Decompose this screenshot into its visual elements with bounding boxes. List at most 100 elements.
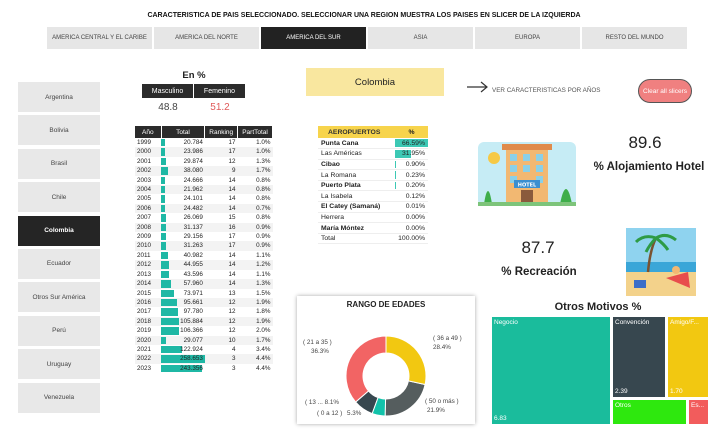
country-item[interactable]: Ecuador — [18, 248, 100, 279]
total-bar — [161, 186, 165, 194]
country-item[interactable]: Uruguay — [18, 349, 100, 380]
country-item[interactable]: Brasil — [18, 148, 100, 179]
total-value: 26.069 — [183, 214, 203, 222]
table-row[interactable]: 2017 97.780 12 1.8% — [135, 307, 273, 316]
region-tab-asia[interactable]: ASIA — [367, 26, 474, 50]
rank-cell: 14 — [204, 279, 238, 289]
airport-value: 0.20% — [405, 182, 425, 190]
arrow-right-icon[interactable] — [466, 80, 490, 94]
table-row[interactable]: 2011 40.982 14 1.1% — [135, 251, 273, 260]
part-cell: 0.8% — [237, 185, 273, 195]
total-cell: 97.780 — [161, 307, 205, 316]
table-row[interactable]: María Móntez 0.00% — [318, 222, 428, 234]
table-row[interactable]: 2005 24.101 14 0.8% — [135, 194, 273, 203]
country-item[interactable]: Venezuela — [18, 382, 100, 413]
table-row[interactable]: 2010 31.263 17 0.9% — [135, 241, 273, 251]
col-header-year[interactable]: Año — [135, 126, 162, 138]
table-row[interactable]: 2015 73.971 13 1.5% — [135, 289, 273, 298]
treemap-cell-otros[interactable]: Otros — [613, 400, 686, 424]
table-row[interactable]: 2021 122.924 4 3.4% — [135, 345, 273, 354]
ver-caracteristicas-link[interactable]: VER CARACTERISTICAS POR AÑOS — [492, 87, 601, 94]
total-cell: 26.069 — [161, 213, 205, 222]
country-item[interactable]: Otros Sur América — [18, 282, 100, 313]
table-row[interactable]: 2008 31.137 16 0.9% — [135, 222, 273, 233]
kpi-alojamiento-label: % Alojamiento Hotel — [593, 161, 705, 173]
table-row[interactable]: 2020 29.077 10 1.7% — [135, 335, 273, 345]
male-value: 48.8 — [158, 102, 178, 113]
region-tab-europa[interactable]: EUROPA — [474, 26, 581, 50]
total-value: 23.986 — [183, 148, 203, 156]
table-row[interactable]: 2016 95.661 12 1.9% — [135, 297, 273, 308]
table-row[interactable]: Las Américas 31.95% — [318, 148, 428, 160]
table-row[interactable]: 2004 21.962 14 0.8% — [135, 185, 273, 195]
table-row[interactable]: La Isabela 0.12% — [318, 190, 428, 203]
table-row[interactable]: 2002 38.080 9 1.7% — [135, 166, 273, 176]
country-item[interactable]: Perú — [18, 315, 100, 346]
table-row[interactable]: 2007 26.069 15 0.8% — [135, 213, 273, 222]
table-row[interactable]: 2018 105.884 12 1.9% — [135, 316, 273, 327]
table-row[interactable]: 2009 29.156 17 0.9% — [135, 232, 273, 241]
table-row[interactable]: 2003 24.666 14 0.8% — [135, 176, 273, 185]
table-row[interactable]: 2012 44.955 14 1.2% — [135, 260, 273, 270]
part-cell: 0.9% — [237, 241, 273, 251]
clear-slicers-button[interactable]: Clear all slicers — [638, 79, 692, 103]
region-tab-sur[interactable]: AMERICA DEL SUR — [260, 26, 367, 50]
total-cell: 95.661 — [161, 297, 205, 308]
rank-cell: 15 — [228, 214, 236, 222]
table-row[interactable]: Puerto Plata 0.20% — [318, 180, 428, 192]
table-row[interactable]: 2013 43.596 14 1.1% — [135, 270, 273, 279]
total-bar — [161, 280, 171, 288]
donut-slice[interactable] — [385, 335, 427, 386]
region-tab-norte[interactable]: AMERICA DEL NORTE — [153, 26, 260, 50]
col-header-ranking[interactable]: Ranking — [204, 126, 239, 138]
rank-cell: 3 — [232, 364, 236, 372]
airport-name: Punta Cana — [318, 138, 396, 150]
treemap-label: Amigo/F... — [670, 319, 699, 326]
treemap-cell-convencion[interactable]: Convención 2.39 — [613, 317, 665, 397]
col-header-total[interactable]: Total — [161, 126, 206, 138]
rank-cell: 17 — [228, 139, 236, 146]
treemap-cell-es[interactable]: Es... — [689, 400, 708, 424]
rank-cell: 4 — [232, 345, 236, 353]
country-item[interactable]: Chile — [18, 182, 100, 213]
donut-slice[interactable] — [384, 380, 426, 417]
table-row[interactable]: El Catey (Samaná) 0.01% — [318, 201, 428, 213]
donut-slice[interactable] — [354, 390, 379, 415]
year-cell: 2014 — [135, 279, 162, 289]
table-row[interactable]: 2022 258.653 3 4.4% — [135, 354, 273, 364]
table-row[interactable]: 2019 106.366 12 2.0% — [135, 326, 273, 335]
year-cell: 2021 — [137, 345, 152, 353]
total-value: 24.482 — [183, 204, 203, 212]
table-row[interactable]: Herrera 0.00% — [318, 212, 428, 224]
table-row[interactable]: La Romana 0.23% — [318, 169, 428, 181]
total-cell: 24.482 — [161, 203, 205, 214]
table-row[interactable]: Cibao 0.90% — [318, 159, 428, 171]
table-row[interactable]: Punta Cana 66.59% — [318, 138, 428, 150]
col-header-pct[interactable]: % — [395, 126, 428, 138]
table-row[interactable]: 2023 243.356 3 4.4% — [135, 364, 273, 373]
country-item[interactable]: Argentina — [18, 82, 100, 112]
total-cell: 29.874 — [161, 157, 205, 166]
treemap-cell-amigo[interactable]: Amigo/F... 1.70 — [668, 317, 708, 397]
donut-slice[interactable] — [345, 335, 387, 403]
airport-name: La Romana — [318, 169, 396, 181]
kpi-recreacion-label: % Recreación — [501, 266, 577, 278]
col-header-airports[interactable]: AEROPUERTOS — [318, 126, 396, 138]
total-cell: 24.666 — [161, 176, 205, 185]
donut-slice[interactable] — [371, 396, 387, 417]
table-row[interactable]: 1999 20.784 17 1.0% — [135, 138, 273, 147]
treemap-cell-negocio[interactable]: Negocio 6.83 — [492, 317, 610, 424]
table-row[interactable]: 2006 24.482 14 0.7% — [135, 203, 273, 214]
col-header-parttotal[interactable]: PartTotal — [237, 126, 273, 138]
age-chart-title: RANGO DE EDADES — [346, 300, 426, 309]
country-item-selected[interactable]: Colombia — [18, 215, 100, 246]
region-tab-centro-caribe[interactable]: AMERICA CENTRAL Y EL CARIBE — [46, 26, 153, 50]
country-item[interactable]: Bolivia — [18, 115, 100, 146]
table-row[interactable]: 2001 29.874 12 1.3% — [135, 157, 273, 166]
table-row[interactable]: 2000 23.986 17 1.0% — [135, 147, 273, 157]
year-cell: 2006 — [135, 203, 162, 214]
region-tab-resto[interactable]: RESTO DEL MUNDO — [581, 26, 688, 50]
gender-header: Masculino Femenino — [142, 84, 246, 98]
total-bar — [161, 195, 166, 203]
table-row[interactable]: 2014 57.960 14 1.3% — [135, 279, 273, 289]
